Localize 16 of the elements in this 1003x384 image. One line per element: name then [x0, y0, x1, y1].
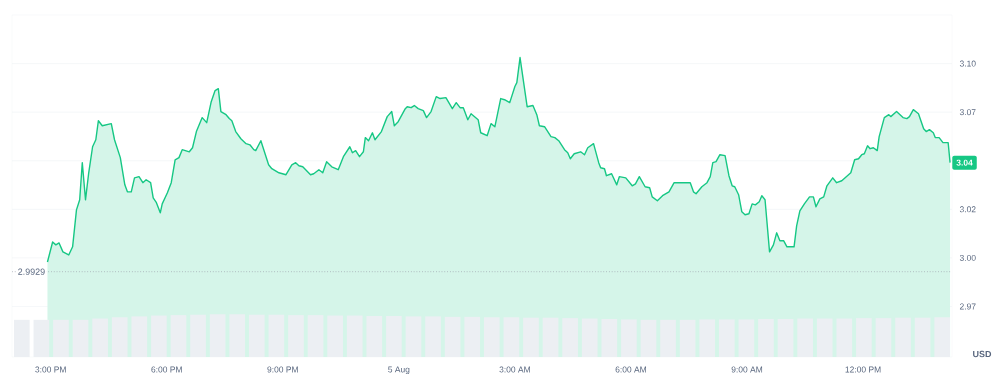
x-tick-label: 3:00 PM: [35, 366, 66, 373]
y-tick-label: 3.07: [959, 109, 976, 116]
x-tick-label: 9:00 AM: [731, 366, 763, 373]
y-tick-label: 3.00: [959, 254, 976, 261]
y-tick-label: 3.02: [959, 206, 976, 213]
x-tick-label: 5 Aug: [388, 366, 410, 375]
y-axis-title: USD: [973, 350, 992, 358]
x-tick-label: 9:00 PM: [267, 366, 298, 373]
annotation: 3.04: [956, 159, 973, 166]
x-tick-label: 6:00 AM: [615, 366, 646, 373]
x-tick-label: 3:00 AM: [499, 366, 530, 373]
y-tick-label: 2.97: [959, 303, 976, 310]
x-tick-label: 6:00 PM: [151, 366, 182, 373]
x-tick-label: 12:00 PM: [845, 366, 881, 373]
ref-line-label: 2.9929: [18, 268, 45, 275]
y-tick-label: 3.10: [959, 60, 976, 67]
